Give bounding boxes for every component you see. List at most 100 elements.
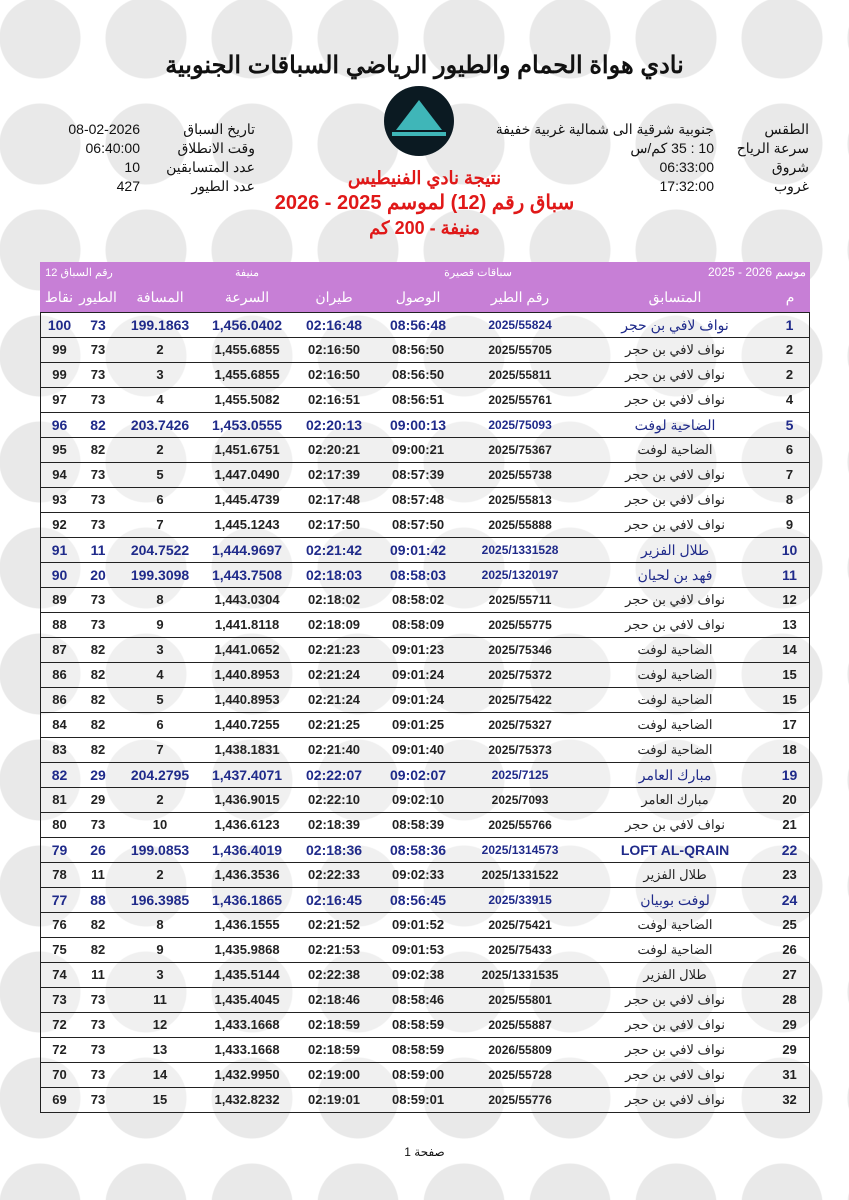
arrival-time-cell: 08:58:36: [376, 837, 461, 862]
speed-cell: 1,455.6855: [202, 337, 293, 362]
table-row: 6 الضاحية لوفت 2025/75367 09:00:21 02:20:21 1…: [40, 437, 811, 462]
arrival-time-cell: 09:01:24: [376, 687, 461, 712]
table-row: 22 LOFT AL-QRAIN 2025/1314573 08:58:36 02:18…: [40, 837, 811, 862]
ring-number-cell: 2025/1331522: [460, 862, 581, 887]
speed-cell: 1,443.0304: [202, 587, 293, 612]
speed-cell: 1,435.5144: [202, 962, 293, 987]
rank-cell: 2: [770, 362, 811, 387]
table-row: 8 نواف لافي بن حجر 2025/55813 08:57:48 02:17…: [40, 487, 811, 512]
rank-cell: 5: [770, 412, 811, 437]
distance-cell: 199.3098: [118, 562, 203, 587]
table-row: 19 مبارك العامر 2025/7125 09:02:07 02:22:07 1…: [40, 762, 811, 787]
competitor-cell: طلال الفزير: [580, 962, 771, 987]
distance-cell: 12: [118, 1012, 203, 1037]
points-cell: 82: [40, 762, 78, 787]
speed-cell: 1,445.4739: [202, 487, 293, 512]
speed-cell: 1,436.1555: [202, 912, 293, 937]
birds-count-cell: 73: [78, 387, 118, 412]
rank-cell: 6: [770, 437, 811, 462]
speed-cell: 1,455.5082: [202, 387, 293, 412]
arrival-time-cell: 09:00:13: [376, 412, 461, 437]
points-cell: 83: [40, 737, 78, 762]
flight-time-cell: 02:18:59: [292, 1037, 377, 1062]
arrival-time-cell: 08:59:01: [376, 1087, 461, 1113]
ring-number-cell: 2025/55761: [460, 387, 581, 412]
season-label: موسم 2026 - 2025: [707, 265, 807, 279]
speed-cell: 1,441.8118: [202, 612, 293, 637]
competitor-cell: نواف لافي بن حجر: [580, 337, 771, 362]
competitor-cell: الضاحية لوفت: [580, 412, 771, 437]
column-header: السرعة: [224, 288, 270, 305]
points-cell: 78: [40, 862, 78, 887]
birds-count-cell: 73: [78, 462, 118, 487]
birds-count-cell: 73: [78, 312, 118, 337]
arrival-time-cell: 08:58:03: [376, 562, 461, 587]
table-row: 26 الضاحية لوفت 2025/75433 09:01:53 02:21:53…: [40, 937, 811, 962]
points-cell: 84: [40, 712, 78, 737]
rank-cell: 13: [770, 612, 811, 637]
arrival-time-cell: 08:58:02: [376, 587, 461, 612]
ring-number-cell: 2025/7093: [460, 787, 581, 812]
birds-count-cell: 73: [78, 512, 118, 537]
points-cell: 74: [40, 962, 78, 987]
distance-cell: 5: [118, 687, 203, 712]
rank-cell: 15: [770, 687, 811, 712]
flight-time-cell: 02:18:36: [292, 837, 377, 862]
rank-cell: 12: [770, 587, 811, 612]
points-cell: 93: [40, 487, 78, 512]
competitor-cell: نواف لافي بن حجر: [580, 462, 771, 487]
competitor-cell: نواف لافي بن حجر: [580, 387, 771, 412]
competitor-cell: مبارك العامر: [580, 787, 771, 812]
distance-cell: 13: [118, 1037, 203, 1062]
distance-cell: 5: [118, 462, 203, 487]
speed-cell: 1,455.6855: [202, 362, 293, 387]
ring-number-cell: 2025/75373: [460, 737, 581, 762]
rank-cell: 18: [770, 737, 811, 762]
flight-time-cell: 02:17:48: [292, 487, 377, 512]
arrival-time-cell: 08:58:46: [376, 987, 461, 1012]
ring-number-cell: 2025/75422: [460, 687, 581, 712]
speed-cell: 1,432.8232: [202, 1087, 293, 1113]
rank-cell: 9: [770, 512, 811, 537]
competitor-cell: فهد بن لحيان: [580, 562, 771, 587]
flight-time-cell: 02:17:39: [292, 462, 377, 487]
ring-number-cell: 2025/55888: [460, 512, 581, 537]
rank-cell: 28: [770, 987, 811, 1012]
rank-cell: 29: [770, 1012, 811, 1037]
competitor-cell: نواف لافي بن حجر: [580, 587, 771, 612]
arrival-time-cell: 09:01:52: [376, 912, 461, 937]
result-heading: نتيجة نادي الفنيطيس: [347, 168, 502, 188]
table-row: 2 نواف لافي بن حجر 2025/55705 08:56:50 02:16…: [40, 337, 811, 362]
flight-time-cell: 02:18:02: [292, 587, 377, 612]
table-row: 5 الضاحية لوفت 2025/75093 09:00:13 02:20:13 1…: [40, 412, 811, 437]
competitor-cell: الضاحية لوفت: [580, 712, 771, 737]
results-table: موسم 2026 - 2025 سباقات قصيرة منيفة رقم …: [40, 262, 811, 1113]
flight-time-cell: 02:21:25: [292, 712, 377, 737]
competitor-cell: نواف لافي بن حجر: [580, 512, 771, 537]
rank-cell: 25: [770, 912, 811, 937]
table-row: 12 نواف لافي بن حجر 2025/55711 08:58:02 02:1…: [40, 587, 811, 612]
ring-number-cell: 2025/55711: [460, 587, 581, 612]
distance-cell: 7: [118, 512, 203, 537]
birds-count-cell: 20: [78, 562, 118, 587]
arrival-time-cell: 09:01:23: [376, 637, 461, 662]
birds-count-cell: 82: [78, 637, 118, 662]
points-cell: 72: [40, 1037, 78, 1062]
points-cell: 76: [40, 912, 78, 937]
speed-cell: 1,445.1243: [202, 512, 293, 537]
ring-number-cell: 2025/55766: [460, 812, 581, 837]
arrival-time-cell: 08:57:50: [376, 512, 461, 537]
arrival-time-cell: 08:56:51: [376, 387, 461, 412]
rank-cell: 17: [770, 712, 811, 737]
distance-cell: 2: [118, 437, 203, 462]
arrival-time-cell: 08:58:09: [376, 612, 461, 637]
points-cell: 81: [40, 787, 78, 812]
race-type-label: سباقات قصيرة: [444, 266, 512, 279]
competitor-cell: الضاحية لوفت: [580, 437, 771, 462]
birds-count-cell: 11: [78, 962, 118, 987]
points-cell: 87: [40, 637, 78, 662]
points-cell: 69: [40, 1087, 78, 1113]
birds-count-cell: 29: [78, 787, 118, 812]
competitor-cell: نواف لافي بن حجر: [580, 812, 771, 837]
